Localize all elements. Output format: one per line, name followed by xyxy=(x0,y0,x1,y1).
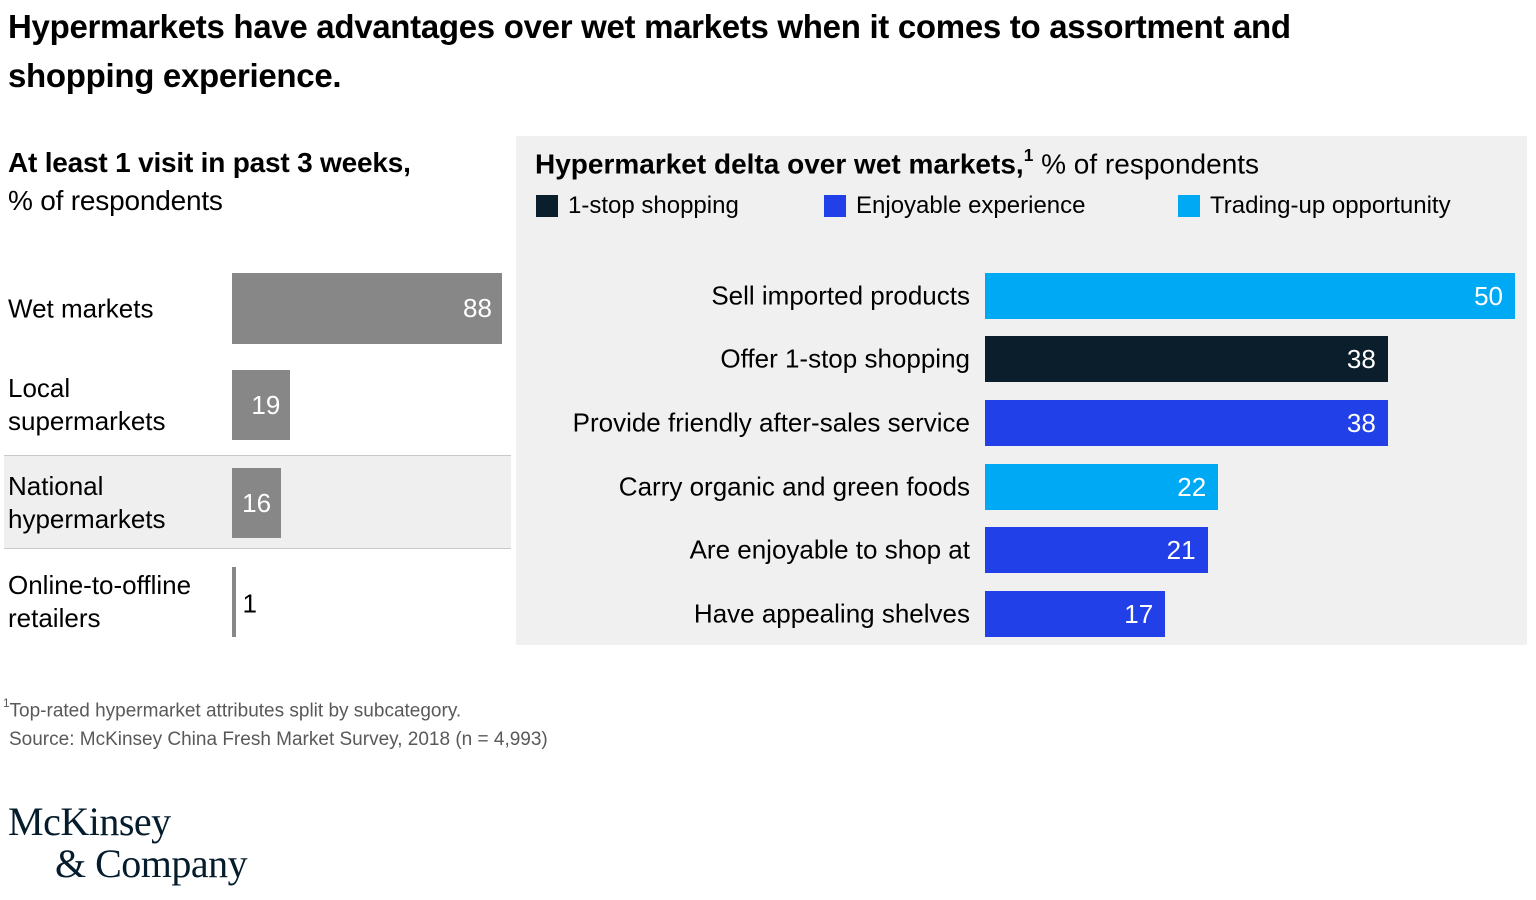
legend-label: 1-stop shopping xyxy=(568,192,739,219)
category-label: Carry organic and green foods xyxy=(618,471,970,502)
left-chart-title-sub: % of respondents xyxy=(8,185,223,216)
bar-value: 50 xyxy=(1474,280,1503,311)
left-chart-title: At least 1 visit in past 3 weeks, % of r… xyxy=(8,144,411,220)
bar-value: 21 xyxy=(1166,534,1196,565)
category-label: Provide friendly after-sales service xyxy=(572,407,970,438)
category-label: Offer 1-stop shopping xyxy=(720,343,970,374)
category-label: Have appealing shelves xyxy=(693,598,970,629)
left-chart-panel: At least 1 visit in past 3 weeks, % of r… xyxy=(4,136,515,645)
legend-swatch-icon xyxy=(824,195,846,217)
bar: 19 xyxy=(232,370,291,440)
bar: 38 xyxy=(985,400,1388,446)
footnote-superscript: 1 xyxy=(3,697,10,710)
footnote-source: Source: McKinsey China Fresh Market Surv… xyxy=(9,729,548,751)
bar-value: 88 xyxy=(463,293,492,323)
legend-swatch-icon xyxy=(1178,195,1200,217)
category-label: Online-to-offline retailers xyxy=(8,570,192,633)
category-label: Wet markets xyxy=(8,293,154,323)
right-chart-title-rest: % of respondents xyxy=(1033,148,1260,180)
footnote: 1Top-rated hypermarket attributes split … xyxy=(3,691,548,754)
category-label: National hypermarkets xyxy=(8,471,166,534)
legend-label: Enjoyable experience xyxy=(856,192,1086,219)
bar: 50 xyxy=(985,273,1515,319)
bar-value: 16 xyxy=(242,487,272,518)
legend-item: 1-stop shopping xyxy=(536,192,739,219)
legend-label: Trading-up opportunity xyxy=(1210,192,1451,219)
bar: 16 xyxy=(232,468,282,538)
right-chart-title: Hypermarket delta over wet markets,1 % o… xyxy=(535,145,1260,180)
bar-value: 22 xyxy=(1177,471,1207,502)
legend-item: Trading-up opportunity xyxy=(1178,192,1451,219)
right-chart-panel: Hypermarket delta over wet markets,1 % o… xyxy=(516,136,1527,645)
bar xyxy=(232,567,236,637)
bar-value: 17 xyxy=(1124,598,1154,629)
bar: 22 xyxy=(985,464,1219,510)
bar-value: 38 xyxy=(1346,343,1376,374)
footnote-line1: 1Top-rated hypermarket attributes split … xyxy=(3,697,462,722)
bar-value: 38 xyxy=(1346,407,1376,438)
page-title: Hypermarkets have advantages over wet ma… xyxy=(8,8,1291,94)
mckinsey-logo: McKinsey & Company xyxy=(8,799,248,886)
left-chart-title-bold: At least 1 visit in past 3 weeks, xyxy=(8,147,411,178)
bar-value: 1 xyxy=(242,588,257,619)
category-label: Are enjoyable to shop at xyxy=(689,534,970,565)
category-label: Local supermarkets xyxy=(8,373,166,436)
legend-item: Enjoyable experience xyxy=(824,192,1086,219)
bar: 17 xyxy=(985,591,1166,637)
right-chart-title-bold: Hypermarket delta over wet markets, xyxy=(535,148,1024,180)
bar-value: 19 xyxy=(251,389,281,420)
category-label: Sell imported products xyxy=(711,280,970,311)
footnote-marker: 1 xyxy=(1023,145,1034,165)
bar: 21 xyxy=(985,527,1208,573)
logo-line2: & Company xyxy=(55,841,248,886)
bar: 38 xyxy=(985,336,1388,382)
bar: 88 xyxy=(232,273,502,344)
logo-line1: McKinsey xyxy=(8,799,171,844)
legend-swatch-icon xyxy=(536,195,558,217)
